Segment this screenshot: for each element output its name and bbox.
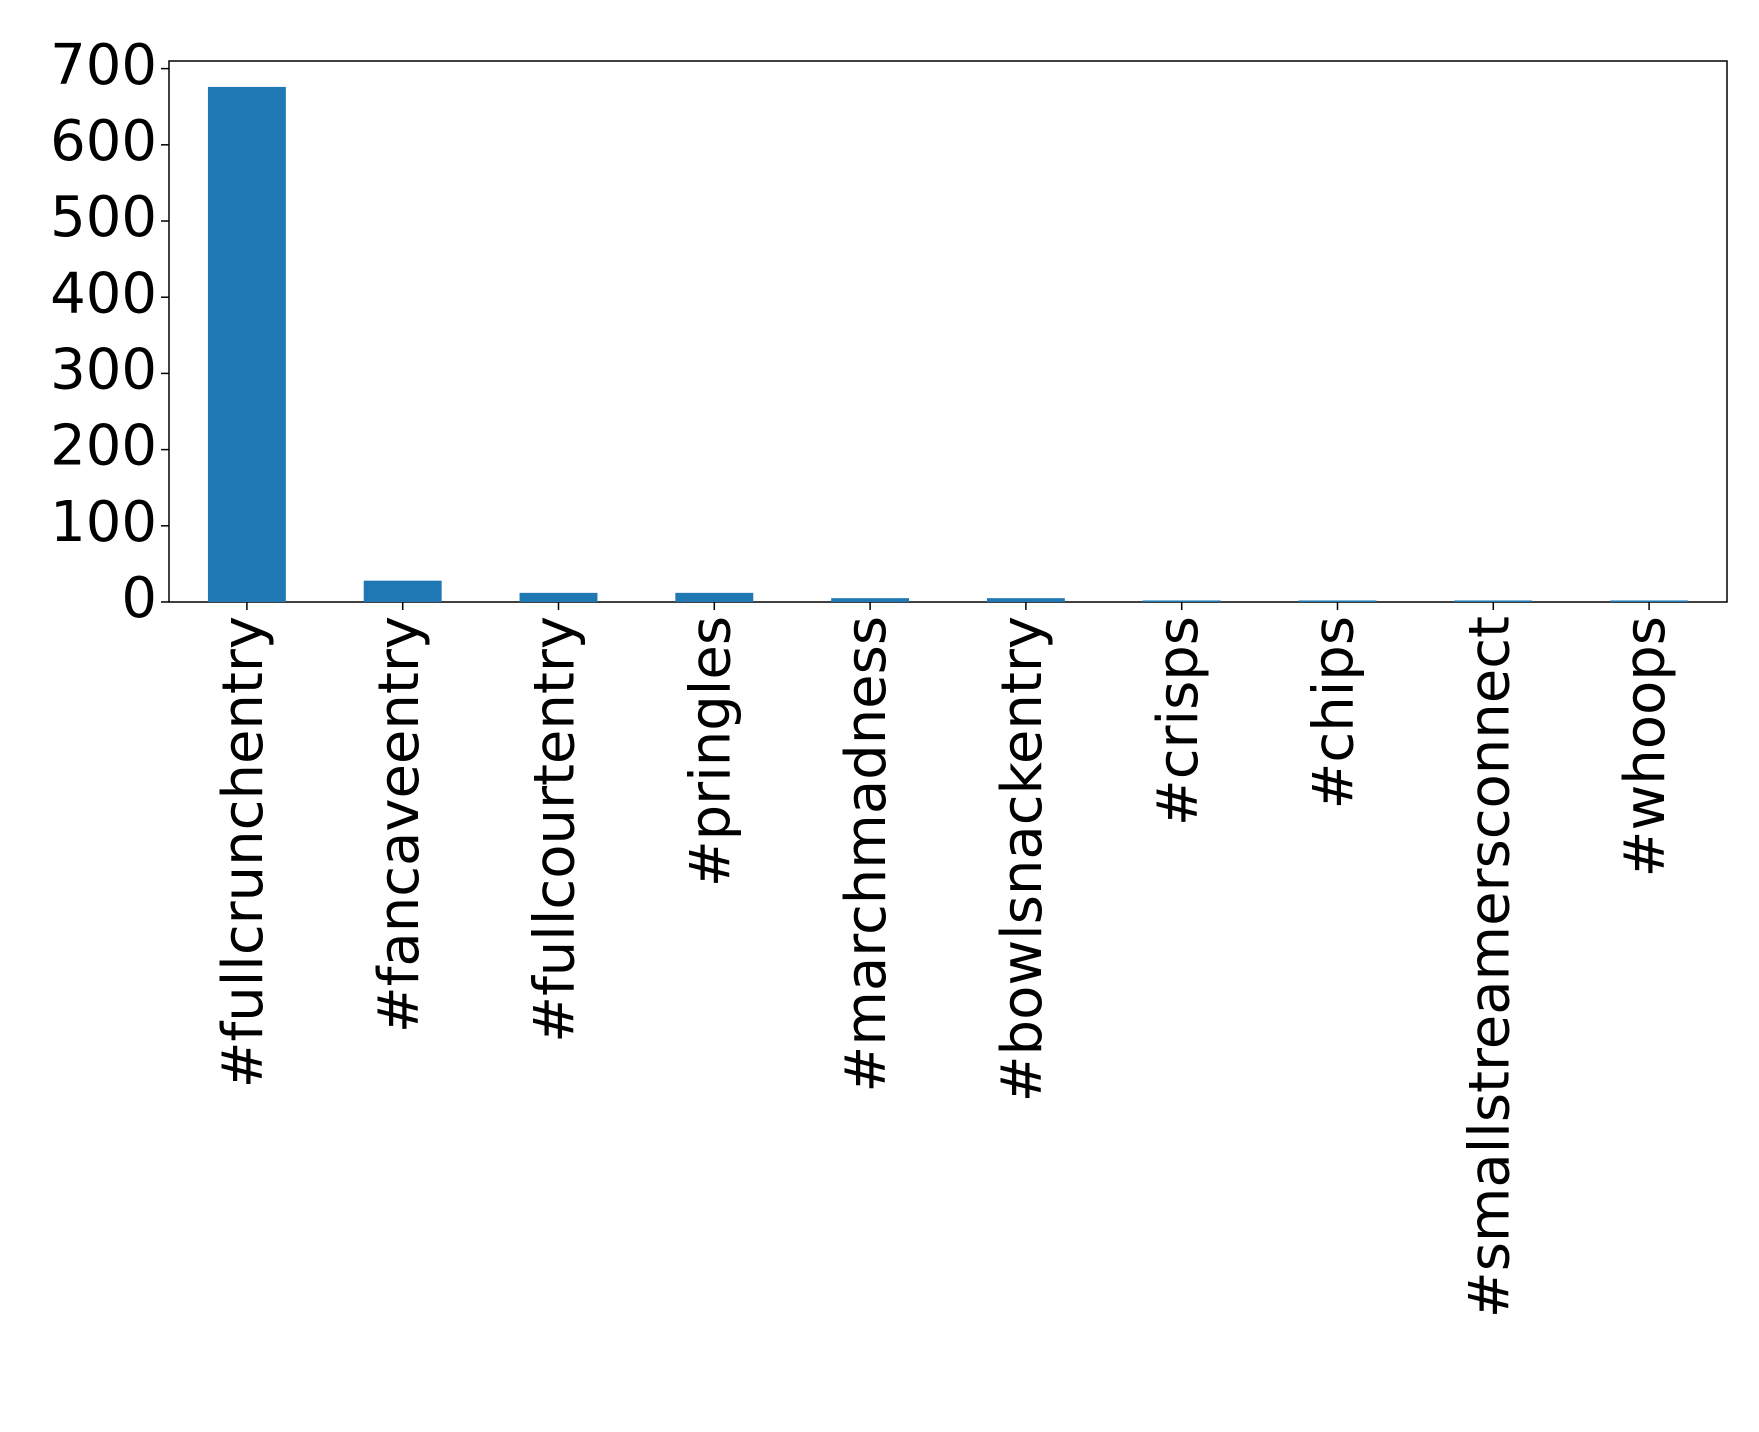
x-tick-label: #fullcourtentry bbox=[523, 616, 588, 1043]
bar bbox=[519, 592, 598, 602]
bar bbox=[207, 86, 286, 602]
x-tick-label: #fancaveentry bbox=[367, 616, 432, 1033]
bar bbox=[1454, 600, 1533, 602]
x-tick-label: #chips bbox=[1302, 616, 1367, 809]
y-tick-label: 600 bbox=[50, 109, 157, 174]
x-tick-label: #smallstreamersconnect bbox=[1457, 616, 1522, 1318]
bar bbox=[675, 592, 754, 602]
y-tick-label: 100 bbox=[50, 490, 157, 555]
x-tick-label: #bowlsnackentry bbox=[990, 616, 1055, 1102]
plot-frame bbox=[168, 60, 1728, 603]
y-tick-label: 300 bbox=[50, 338, 157, 403]
y-tick-label: 500 bbox=[50, 185, 157, 250]
x-tick-label: #pringles bbox=[678, 616, 743, 887]
y-tick-label: 200 bbox=[50, 414, 157, 479]
bar bbox=[1298, 600, 1377, 602]
x-tick-label: #crisps bbox=[1146, 616, 1211, 826]
x-tick-label: #whoops bbox=[1613, 616, 1678, 877]
bar bbox=[986, 598, 1065, 602]
bar bbox=[1142, 600, 1221, 602]
y-tick-label: 700 bbox=[50, 33, 157, 98]
bar bbox=[831, 598, 910, 602]
bar bbox=[1610, 600, 1689, 602]
x-tick-label: #fullcrunchentry bbox=[211, 616, 276, 1088]
y-tick-label: 400 bbox=[50, 261, 157, 326]
x-tick-label: #marchmadness bbox=[834, 616, 899, 1093]
bar bbox=[363, 580, 442, 602]
y-tick-label: 0 bbox=[121, 566, 157, 631]
